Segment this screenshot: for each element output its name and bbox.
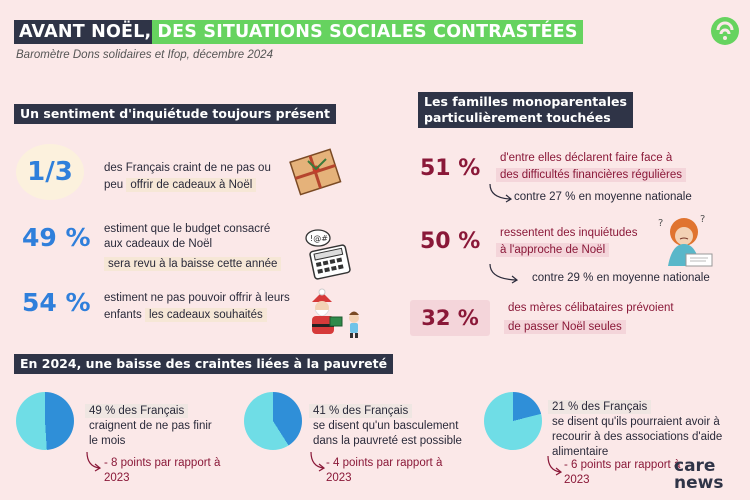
title-part-1: AVANT NOËL,	[14, 20, 157, 44]
stat-one-third-text: des Français craint de ne pas ou peu off…	[104, 161, 294, 193]
carenews-logo: care news	[674, 458, 736, 492]
pie-text-line: se disent qu'ils pourraient avoir à	[552, 416, 720, 428]
stat-text-line: estiment ne pas pouvoir offrir à leurs	[104, 292, 290, 304]
stat-49: 49 %	[22, 223, 91, 252]
stat-text-line: aux cadeaux de Noël	[104, 238, 213, 250]
pie-21-text: 21 % des Français se disent qu'ils pourr…	[548, 400, 748, 460]
stat-highlight: sera revu à la baisse cette année	[104, 257, 282, 271]
stat-50-comparison: contre 29 % en moyenne nationale	[532, 272, 710, 284]
right-section-title-line: particulièrement touchées	[424, 110, 611, 125]
pie-note-line: - 6 points par rapport à	[564, 459, 681, 471]
arrow-icon	[310, 451, 326, 472]
stat-highlight: de passer Noël seules	[504, 320, 626, 334]
svg-text:?: ?	[700, 214, 705, 225]
pie-chart-21	[484, 392, 542, 450]
pie-text-line: craignent de ne pas finir	[89, 420, 212, 432]
pie-note-line: - 8 points par rapport à	[104, 457, 221, 469]
right-section-title: Les familles monoparentales particulière…	[418, 92, 633, 128]
pie-note-line: 2023	[326, 472, 352, 484]
pie-chart-41	[244, 392, 302, 450]
stat-54: 54 %	[22, 288, 91, 317]
arrow-icon	[86, 451, 102, 472]
stat-text-line: des mères célibataires prévoient	[508, 302, 674, 314]
brand-swirl-icon	[711, 17, 739, 45]
pie-41-text: 41 % des Français se disent qu'un bascul…	[309, 404, 484, 449]
stat-highlight: des difficultés financières régulières	[496, 168, 686, 182]
title-part-2: DES SITUATIONS SOCIALES CONTRASTÉES	[152, 20, 583, 44]
stat-text-line: enfants	[104, 309, 142, 321]
stat-text-line: peu	[104, 179, 124, 191]
svg-text:!@#: !@#	[310, 234, 328, 243]
pie-note-line: - 4 points par rapport à	[326, 457, 443, 469]
stat-51: 51 %	[420, 156, 481, 181]
stat-text-line: des Français craint de ne pas ou	[104, 162, 271, 174]
pie-note-line: 2023	[564, 474, 590, 486]
stat-51-comparison: contre 27 % en moyenne nationale	[514, 191, 692, 203]
pie-text-line: se disent qu'un basculement	[313, 420, 459, 432]
stat-highlight: à l'approche de Noël	[496, 243, 610, 257]
page-subtitle: Baromètre Dons solidaires et Ifop, décem…	[16, 49, 273, 61]
pie-head: 49 % des Français	[85, 404, 189, 418]
pie-49-note: - 8 points par rapport à 2023	[104, 456, 220, 486]
page-title: AVANT NOËL, DES SITUATIONS SOCIALES CONTR…	[14, 20, 583, 44]
stat-54-text: estiment ne pas pouvoir offrir à leurs e…	[104, 291, 314, 323]
stat-32: 32 %	[410, 300, 490, 336]
santa-icon	[312, 288, 359, 338]
brand-line: care	[674, 456, 716, 476]
pie-49-text: 49 % des Français craignent de ne pas fi…	[85, 404, 240, 449]
right-section-title-line: Les familles monoparentales	[424, 94, 627, 109]
pie-head: 41 % des Français	[309, 404, 413, 418]
stat-32-text: des mères célibataires prévoient de pass…	[504, 300, 704, 335]
stat-highlight: offrir de cadeaux à Noël	[126, 178, 257, 192]
stat-one-third: 1/3	[16, 144, 84, 200]
pie-text-line: recourir à des associations d'aide	[552, 431, 723, 443]
stat-49-text: estiment que le budget consacré aux cade…	[104, 222, 304, 272]
pie-41-note: - 4 points par rapport à 2023	[326, 456, 442, 486]
stat-50: 50 %	[420, 229, 481, 254]
arrow-icon	[547, 455, 563, 476]
stat-51-text: d'entre elles déclarent faire face à des…	[496, 150, 716, 183]
pie-21-note: - 6 points par rapport à 2023	[564, 458, 680, 488]
pie-note-line: 2023	[104, 472, 130, 484]
arrow-icon	[489, 263, 519, 284]
gift-icon	[289, 148, 342, 196]
pie-text-line: alimentaire	[552, 446, 609, 458]
pie-text-line: le mois	[89, 435, 126, 447]
brand-line: news	[674, 473, 724, 493]
arrow-icon	[489, 183, 513, 203]
left-section-title: Un sentiment d'inquiétude toujours prése…	[14, 104, 336, 124]
bottom-section-title: En 2024, une baisse des craintes liées à…	[14, 354, 394, 374]
worried-woman-icon: ? ?	[658, 214, 713, 267]
pie-text-line: dans la pauvreté est possible	[313, 435, 462, 447]
stat-50-text: ressentent des inquiétudes à l'approche …	[496, 225, 666, 258]
stat-text-line: estiment que le budget consacré	[104, 223, 271, 235]
stat-text-line: d'entre elles déclarent faire face à	[500, 152, 673, 164]
pie-head: 21 % des Français	[548, 400, 652, 414]
stat-highlight: les cadeaux souhaités	[144, 308, 267, 322]
svg-text:?: ?	[658, 218, 663, 229]
stat-text-line: ressentent des inquiétudes	[500, 227, 638, 239]
calculator-icon: !@#	[305, 229, 351, 280]
pie-chart-49	[16, 392, 74, 450]
